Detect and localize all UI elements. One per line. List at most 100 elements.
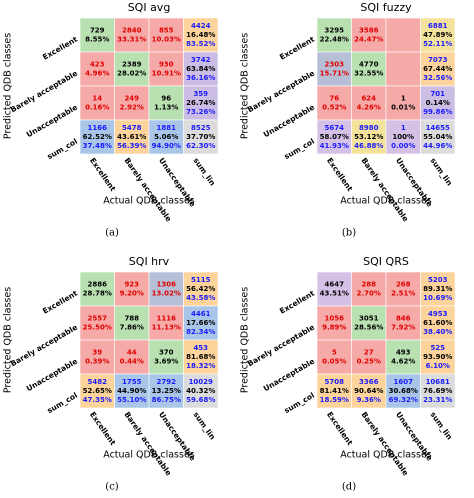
cell-value: 44.90% [117, 387, 146, 395]
cell-value: 0.25% [357, 358, 381, 366]
cell-value: 4.26% [357, 104, 381, 112]
cell-value: 6.10% [426, 362, 450, 370]
cell-value: 1755 [122, 378, 142, 386]
cell-value: 10029 [189, 378, 213, 386]
matrix-cell [351, 51, 387, 87]
cell-value: 16.48% [186, 31, 215, 39]
cell-value: 96 [161, 95, 171, 103]
cell-value: 1306 [157, 281, 177, 289]
cell-value: 11.13% [152, 324, 181, 332]
cell-value: 8525 [191, 124, 211, 132]
matrix-cell [183, 119, 219, 155]
cell-value: 38.40% [423, 328, 452, 336]
panel-label: (d) [342, 482, 356, 493]
column-label: Excellent [325, 410, 355, 447]
row-label: Unacceptable [262, 357, 316, 394]
cell-value: 56.39% [117, 142, 146, 150]
cell-value: 26.74% [186, 99, 215, 107]
matrix-cell [114, 119, 150, 155]
matrix-cell [183, 85, 219, 121]
matrix-cell [420, 271, 456, 307]
cell-value: 3586 [359, 27, 379, 35]
x-axis-label: Actual QDB classes [340, 450, 432, 461]
row-label: Excellent [278, 288, 316, 315]
cell-value: 8.55% [85, 36, 109, 44]
cell-value: 4424 [191, 22, 211, 30]
cell-value: 370 [159, 349, 174, 357]
matrix-cell [385, 271, 421, 307]
matrix-cell [79, 271, 115, 307]
cell-value: 7073 [428, 56, 448, 64]
cell-value: 43.51% [320, 290, 349, 298]
cell-value: 2792 [157, 378, 177, 386]
cell-value: 7.92% [391, 324, 415, 332]
cell-value: 268 [396, 281, 411, 289]
cell-value: 55.04% [423, 133, 452, 141]
cell-value: 1056 [325, 315, 345, 323]
cell-value: 93.90% [423, 353, 452, 361]
cell-value: 1 [401, 124, 406, 132]
cell-value: 43.58% [186, 294, 215, 302]
cell-value: 41.93% [320, 142, 349, 150]
cell-value: 61.60% [423, 319, 452, 327]
matrix-cell [420, 51, 456, 87]
cell-value: 2.92% [120, 104, 144, 112]
cell-value: 73.26% [186, 108, 215, 116]
column-label: sum_lin [428, 410, 454, 441]
y-axis-label: Predicted QDB classes [3, 33, 14, 139]
cell-value: 0.05% [322, 358, 346, 366]
cell-value: 0.01% [391, 104, 415, 112]
cell-value: 18.32% [186, 362, 215, 370]
cell-value: 1881 [157, 124, 177, 132]
cell-value: 44 [127, 349, 137, 357]
column-label: Excellent [325, 156, 355, 193]
cell-value: 32.56% [423, 74, 452, 82]
matrix-cell [351, 339, 387, 375]
cell-value: 83.52% [186, 40, 215, 48]
matrix-cell [385, 51, 421, 87]
cell-value: 24.47% [354, 36, 383, 44]
cell-value: 40.32% [186, 387, 215, 395]
cell-value: 14 [92, 95, 102, 103]
matrix-cell [316, 271, 352, 307]
cell-value: 288 [361, 281, 376, 289]
cell-value: 10.69% [423, 294, 452, 302]
cell-value: 788 [124, 315, 139, 323]
matrix-cell [183, 271, 219, 307]
cell-value: 453 [193, 344, 208, 352]
cell-value: 9.36% [357, 396, 381, 404]
cell-value: 14655 [426, 124, 450, 132]
cell-value: 359 [193, 90, 208, 98]
matrix-cell [385, 17, 421, 53]
cell-value: 9.20% [120, 290, 144, 298]
cell-value: 5482 [88, 378, 108, 386]
column-label: sum_lin [428, 156, 454, 187]
cell-value: 249 [124, 95, 139, 103]
cell-value: 0.00% [391, 142, 415, 150]
cell-value: 846 [396, 315, 411, 323]
matrix-cell [148, 17, 184, 53]
matrix-cell [79, 17, 115, 53]
cell-value: 0.14% [426, 99, 450, 107]
cell-value: 2.51% [391, 290, 415, 298]
cell-value: 701 [430, 90, 445, 98]
cell-value: 37.70% [186, 133, 215, 141]
cell-value: 2557 [88, 315, 108, 323]
cell-value: 10.91% [152, 70, 181, 78]
column-label: Excellent [88, 410, 118, 447]
x-axis-label: Actual QDB classes [103, 450, 195, 461]
matrix-cell [183, 339, 219, 375]
cell-value: 47.89% [423, 31, 452, 39]
cell-value: 3742 [191, 56, 211, 64]
cell-value: 2.70% [357, 290, 381, 298]
cell-value: 52.11% [423, 40, 452, 48]
cell-value: 82.34% [186, 328, 215, 336]
cell-value: 7.86% [120, 324, 144, 332]
cell-value: 53.12% [354, 133, 383, 141]
matrix-cell [385, 339, 421, 375]
cell-value: 76 [329, 95, 339, 103]
cell-value: 5674 [325, 124, 345, 132]
matrix-cell [316, 85, 352, 121]
cell-value: 1 [401, 95, 406, 103]
row-label: Unacceptable [25, 357, 79, 394]
